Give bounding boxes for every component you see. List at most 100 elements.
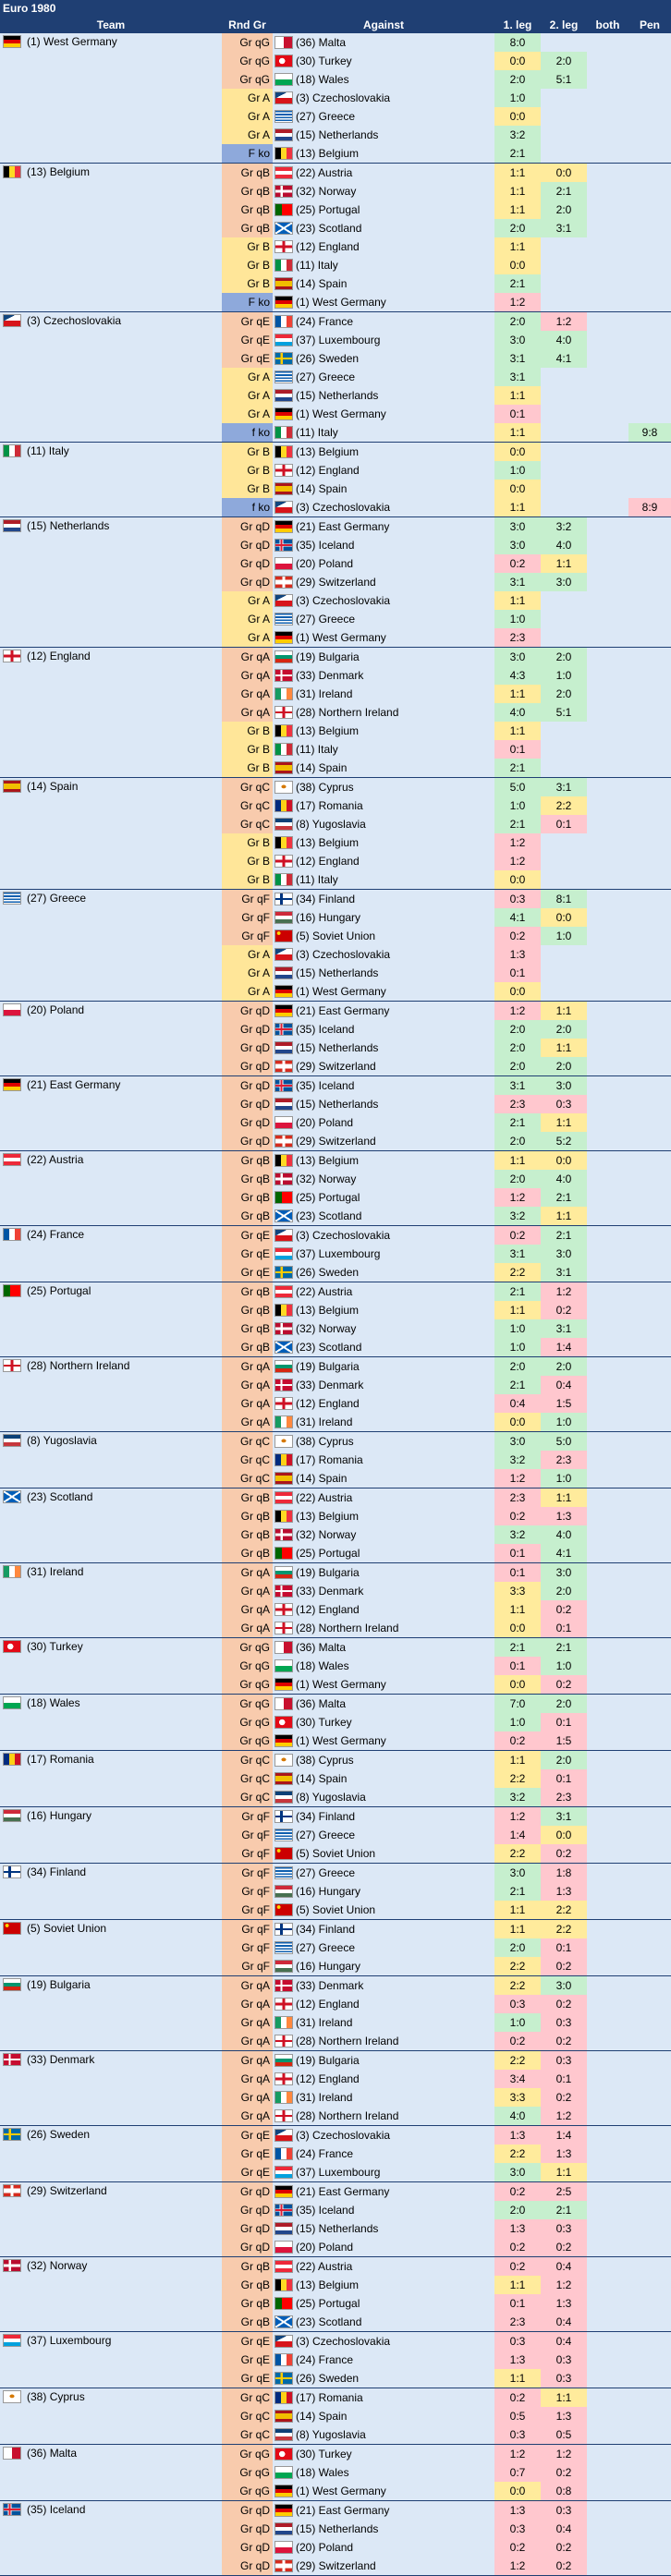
team-cell: (34) Finland — [0, 1864, 222, 1919]
first-leg-score: 2:1 — [494, 1638, 541, 1657]
opponent-cell: (33) Denmark — [273, 1976, 494, 1995]
flag-icon — [274, 389, 293, 402]
second-leg-score — [541, 107, 587, 126]
second-leg-score: 1:1 — [541, 2388, 587, 2407]
match-list: Gr qF (27) Greece 3:0 1:8 Gr qF (16) Hungary 2… — [222, 1864, 671, 1919]
flag-icon — [274, 2072, 293, 2085]
opponent-name: (37) Luxembourg — [296, 1247, 381, 1260]
penalty-score — [628, 1844, 671, 1863]
first-leg-score: 1:3 — [494, 2126, 541, 2145]
opponent-name: (17) Romania — [296, 1453, 363, 1466]
opponent-cell: (14) Spain — [273, 1769, 494, 1788]
flag-icon — [274, 2466, 293, 2479]
match-list: Gr qD (21) East Germany 0:2 2:5 Gr qD (35) Ic… — [222, 2182, 671, 2256]
first-leg-score: 2:2 — [494, 1769, 541, 1788]
opponent-name: (13) Belgium — [296, 445, 360, 458]
team-group: (29) Switzerland Gr qD (21) East Germany 0:… — [0, 2182, 671, 2257]
match-row: Gr qG (18) Wales 0:7 0:2 — [222, 2463, 671, 2482]
match-list: Gr qB (22) Austria 0:2 0:4 Gr qB (13) Belgium… — [222, 2257, 671, 2331]
table-body: (1) West Germany Gr qG (36) Malta 8:0 Gr qG(… — [0, 33, 671, 2576]
team-group: (28) Northern Ireland Gr qA (19) Bulgaria 2… — [0, 1357, 671, 1432]
opponent-name: (13) Belgium — [296, 1154, 360, 1167]
first-leg-score: 1:0 — [494, 461, 541, 480]
flag-icon — [274, 2147, 293, 2160]
team-group: (19) Bulgaria Gr qA (33) Denmark 2:2 3:0 Gr q… — [0, 1976, 671, 2051]
opponent-cell: (15) Netherlands — [273, 964, 494, 982]
match-row: Gr qG (36) Malta 8:0 — [222, 33, 671, 52]
team-cell: (25) Portugal — [0, 1282, 222, 1356]
flag-icon — [274, 407, 293, 420]
team-cell: (3) Czechoslovakia — [0, 312, 222, 442]
penalty-score — [628, 2070, 671, 2088]
opponent-name: (1) West Germany — [296, 2485, 386, 2497]
flag-icon — [274, 147, 293, 160]
flag-icon — [274, 594, 293, 607]
opponent-name: (29) Switzerland — [296, 1060, 376, 1073]
aggregate-score — [587, 1638, 628, 1657]
flag-icon — [274, 873, 293, 886]
aggregate-score — [587, 1713, 628, 1732]
penalty-score — [628, 759, 671, 777]
round-group-cell: Gr qD — [222, 1057, 273, 1075]
flag-icon — [3, 1922, 21, 1935]
first-leg-score: 0:2 — [494, 1226, 541, 1245]
second-leg-score: 2:0 — [541, 1357, 587, 1376]
match-list: Gr qG (30) Turkey 1:2 1:2 Gr qG (18) Wales 0:7… — [222, 2445, 671, 2500]
first-leg-score: 0:3 — [494, 890, 541, 908]
flag-icon — [3, 1153, 21, 1166]
round-group-cell: Gr A — [222, 368, 273, 386]
aggregate-score — [587, 2163, 628, 2181]
first-leg-score: 0:0 — [494, 256, 541, 274]
second-leg-score: 0:1 — [541, 1769, 587, 1788]
first-leg-score: 1:0 — [494, 796, 541, 815]
opponent-name: (25) Portugal — [296, 1547, 360, 1560]
penalty-score — [628, 927, 671, 945]
opponent-cell: (13) Belgium — [273, 1151, 494, 1170]
opponent-name: (36) Malta — [296, 1697, 347, 1710]
round-group-cell: Gr qE — [222, 1226, 273, 1245]
second-leg-score: 3:1 — [541, 1319, 587, 1338]
second-leg-score — [541, 386, 587, 405]
aggregate-score — [587, 1751, 628, 1769]
penalty-score — [628, 368, 671, 386]
opponent-cell: (24) France — [273, 2351, 494, 2369]
penalty-score — [628, 386, 671, 405]
team-cell: (35) Iceland — [0, 2501, 222, 2575]
match-list: Gr qE (3) Czechoslovakia 0:3 0:4 Gr qE (24) F… — [222, 2332, 671, 2388]
opponent-name: (14) Spain — [296, 1772, 348, 1785]
penalty-score — [628, 2051, 671, 2070]
round-group-cell: Gr qA — [222, 1563, 273, 1582]
flag-icon — [274, 1528, 293, 1541]
round-group-cell: Gr qB — [222, 1151, 273, 1170]
match-row: Gr qA (28) Northern Ireland 0:2 0:2 — [222, 2032, 671, 2050]
aggregate-score — [587, 2388, 628, 2407]
opponent-name: (23) Scotland — [296, 1341, 362, 1354]
penalty-score — [628, 237, 671, 256]
aggregate-score — [587, 1226, 628, 1245]
match-list: Gr qG (36) Malta 8:0 Gr qG (30) Turkey 0:0 2:0… — [222, 33, 671, 163]
team-name: Romania — [49, 1753, 94, 1766]
flag-icon — [274, 1810, 293, 1823]
opponent-cell: (8) Yugoslavia — [273, 815, 494, 833]
match-list: Gr qA (19) Bulgaria 2:2 0:3 Gr qA (12) Englan… — [222, 2051, 671, 2125]
first-leg-score: 1:0 — [494, 1319, 541, 1338]
match-row: Gr qD (21) East Germany 0:2 2:5 — [222, 2182, 671, 2201]
match-row: Gr qG (30) Turkey 0:0 2:0 — [222, 52, 671, 70]
opponent-cell: (15) Netherlands — [273, 2520, 494, 2538]
second-leg-score — [541, 461, 587, 480]
penalty-score — [628, 219, 671, 237]
opponent-cell: (38) Cyprus — [273, 778, 494, 796]
team-cell: (19) Bulgaria — [0, 1976, 222, 2050]
match-row: Gr qG (18) Wales 2:0 5:1 — [222, 70, 671, 89]
opponent-name: (26) Sweden — [296, 352, 360, 365]
first-leg-score: 2:0 — [494, 1039, 541, 1057]
aggregate-score — [587, 182, 628, 200]
penalty-score — [628, 1170, 671, 1188]
opponent-name: (14) Spain — [296, 482, 348, 495]
second-leg-score: 1:3 — [541, 2407, 587, 2425]
first-leg-score: 1:2 — [494, 1469, 541, 1488]
match-row: Gr A (27) Greece 1:0 — [222, 610, 671, 628]
opponent-name: (28) Northern Ireland — [296, 706, 399, 719]
penalty-score — [628, 517, 671, 536]
round-group-cell: Gr A — [222, 591, 273, 610]
